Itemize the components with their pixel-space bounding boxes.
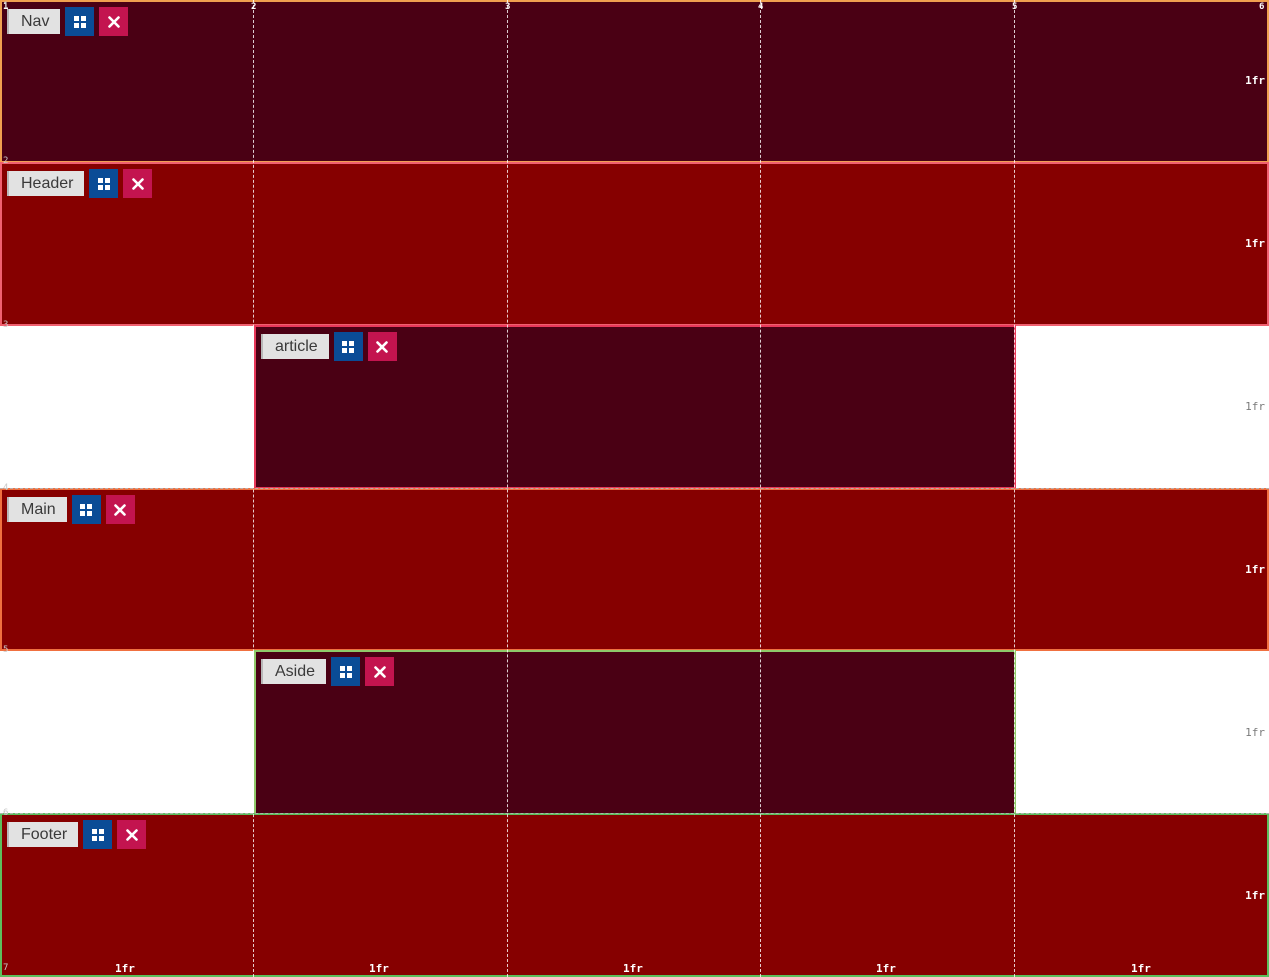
grid-area-header[interactable]: Header: [0, 162, 1269, 326]
grid-area-nav[interactable]: Nav: [0, 0, 1269, 163]
grid-area-main[interactable]: Main: [0, 488, 1269, 651]
grid-icon[interactable]: [333, 332, 363, 361]
grid-icon[interactable]: [83, 820, 113, 849]
area-label[interactable]: Footer: [7, 822, 79, 847]
area-toolbar: Header: [7, 169, 153, 198]
close-icon[interactable]: [123, 169, 153, 198]
area-toolbar: Nav: [7, 7, 129, 36]
area-toolbar: article: [261, 332, 397, 361]
area-toolbar: Aside: [261, 657, 395, 686]
area-label[interactable]: Aside: [261, 659, 327, 684]
grid-icon[interactable]: [89, 169, 119, 198]
area-toolbar: Footer: [7, 820, 147, 849]
area-label[interactable]: Header: [7, 171, 85, 196]
close-icon[interactable]: [365, 657, 395, 686]
area-label[interactable]: Main: [7, 497, 67, 522]
grid-area-aside[interactable]: Aside: [254, 650, 1016, 815]
area-label[interactable]: Nav: [7, 9, 61, 34]
close-icon[interactable]: [117, 820, 147, 849]
grid-icon[interactable]: [65, 7, 95, 36]
close-icon[interactable]: [99, 7, 129, 36]
row-size-label: 1fr: [1245, 400, 1265, 413]
close-icon[interactable]: [367, 332, 397, 361]
grid-area-footer[interactable]: Footer: [0, 813, 1269, 977]
grid-icon[interactable]: [331, 657, 361, 686]
grid-area-article[interactable]: article: [254, 325, 1016, 489]
close-icon[interactable]: [105, 495, 135, 524]
area-toolbar: Main: [7, 495, 135, 524]
grid-icon[interactable]: [71, 495, 101, 524]
area-label[interactable]: article: [261, 334, 329, 359]
row-size-label: 1fr: [1245, 726, 1265, 739]
